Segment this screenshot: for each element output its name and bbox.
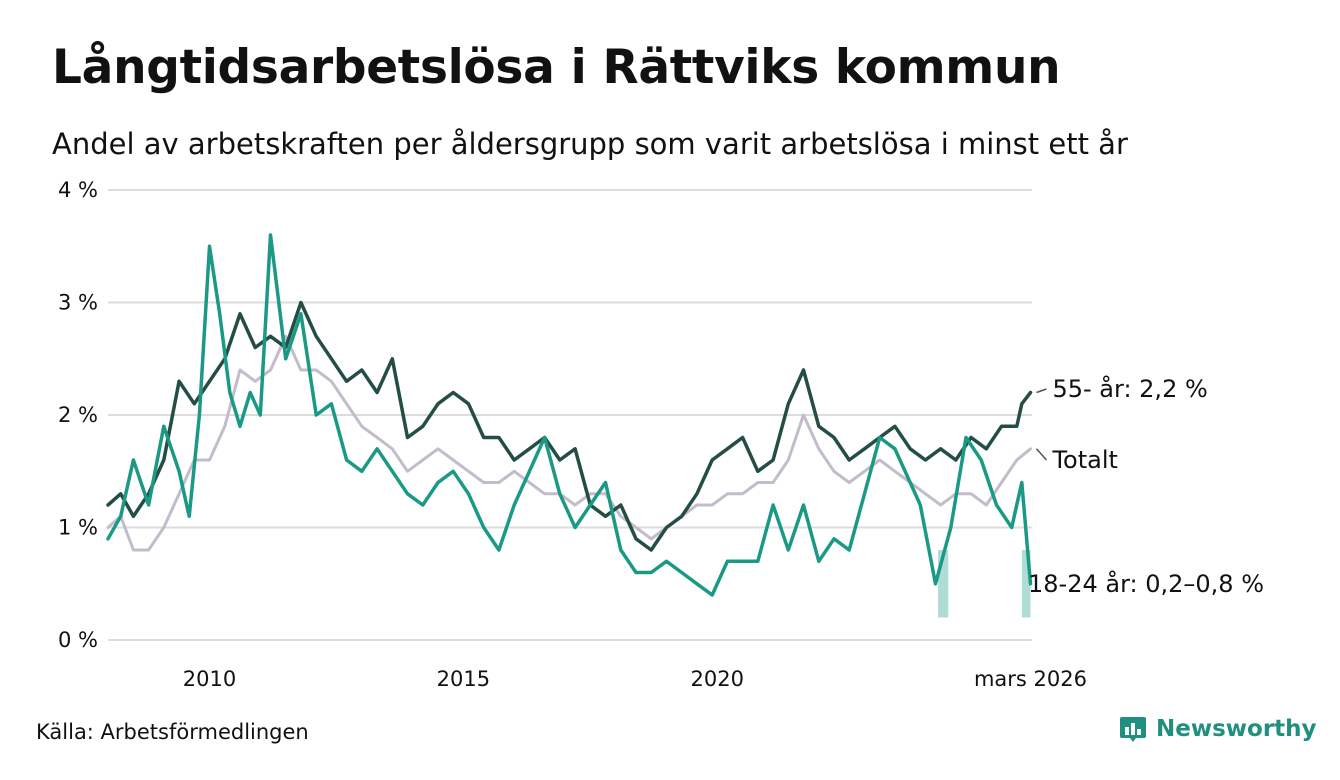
y-tick-label: 3 % <box>58 291 98 315</box>
y-tick-label: 0 % <box>58 628 98 652</box>
x-tick-label: 2010 <box>183 667 236 691</box>
x-tick-label: 2020 <box>691 667 744 691</box>
source-note: Källa: Arbetsförmedlingen <box>36 720 309 744</box>
chart-subtitle: Andel av arbetskraften per åldersgrupp s… <box>52 127 1128 161</box>
x-tick-label: mars 2026 <box>974 667 1087 691</box>
series-line-55-r <box>106 300 1033 552</box>
label-leader <box>1035 448 1048 461</box>
brand-name: Newsworthy <box>1156 716 1317 742</box>
y-tick-label: 1 % <box>58 516 98 540</box>
series-lines <box>106 233 1033 597</box>
series-end-label: 18-24 år: 0,2–0,8 % <box>1028 569 1264 598</box>
x-tick-label: 2015 <box>437 667 490 691</box>
chart-title: Långtidsarbetslösa i Rättviks kommun <box>52 40 1061 95</box>
uncertainty-band <box>938 550 949 618</box>
series-end-label: Totalt <box>1051 446 1117 474</box>
y-tick-label: 4 % <box>58 178 98 202</box>
label-leader <box>1036 388 1047 394</box>
series-line-totalt <box>106 334 1032 552</box>
series-end-labels: Totalt 55- år: 2,2 % 18-24 år: 0,2–0,8 % <box>1028 374 1264 598</box>
gridlines <box>108 189 1032 641</box>
y-tick-label: 2 % <box>58 403 98 427</box>
x-axis-ticks: 2010 2015 2020 mars 2026 <box>183 667 1087 691</box>
series-line-18-24-r <box>106 233 1033 597</box>
newsworthy-logo-icon <box>1120 717 1146 742</box>
uncertainty-bands <box>938 550 1031 618</box>
series-end-label: 55- år: 2,2 % <box>1052 374 1207 403</box>
brand-logo: Newsworthy <box>1118 714 1317 744</box>
y-axis-ticks: 0 % 1 % 2 % 3 % 4 % <box>58 178 98 652</box>
uncertainty-band <box>1021 550 1031 618</box>
